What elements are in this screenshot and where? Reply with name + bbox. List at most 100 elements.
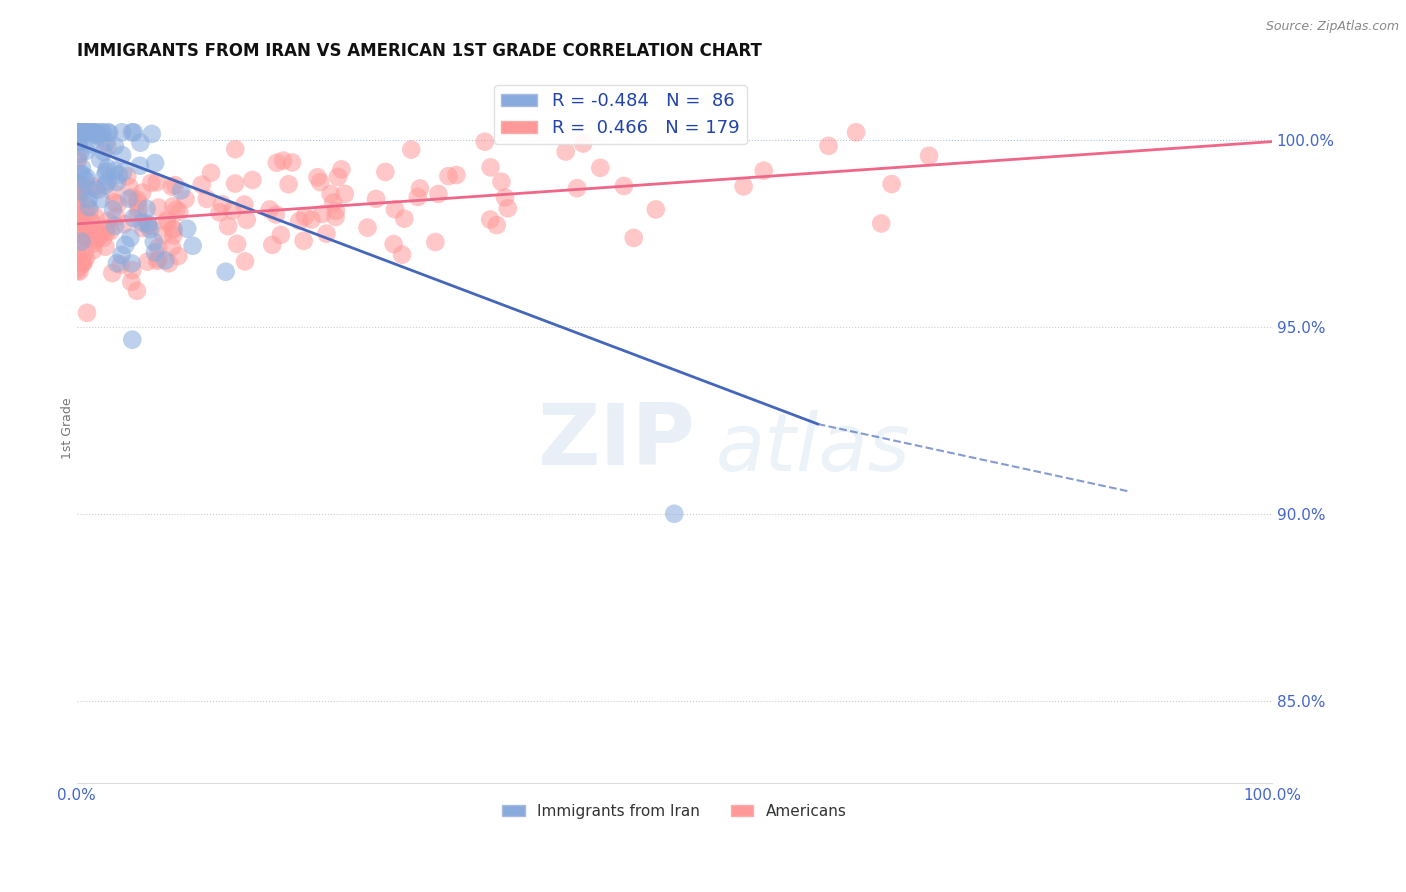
Point [67,125,90,139]
Point [181,238,204,252]
Point [114,238,136,252]
Point [292,234,315,248]
Point [82,244,104,258]
Point [664,507,686,521]
Point [87,129,110,144]
Text: IMMIGRANTS FROM IRAN VS AMERICAN 1ST GRADE CORRELATION CHART: IMMIGRANTS FROM IRAN VS AMERICAN 1ST GRA… [76,42,762,60]
Point [384,202,406,217]
Point [176,221,198,235]
Point [104,219,127,233]
Point [170,183,193,197]
Point [160,179,183,194]
Point [322,195,344,210]
Point [262,238,284,252]
Legend: Immigrants from Iran, Americans: Immigrants from Iran, Americans [496,798,852,825]
Point [66,153,89,168]
Point [146,241,169,255]
Point [127,207,149,221]
Point [86,183,108,197]
Point [491,175,513,189]
Point [97,214,120,228]
Point [264,207,287,221]
Point [309,175,332,189]
Point [845,125,868,139]
Point [565,181,588,195]
Point [66,211,89,226]
Point [129,159,152,173]
Point [156,213,179,227]
Point [86,232,108,246]
Point [128,202,150,216]
Y-axis label: 1st Grade: 1st Grade [60,397,73,458]
Point [69,227,91,241]
Point [70,235,93,249]
Point [82,125,104,139]
Point [131,215,153,229]
Point [142,235,165,249]
Point [121,333,143,347]
Point [918,149,941,163]
Point [82,179,104,194]
Point [221,203,243,218]
Point [96,161,118,175]
Point [72,125,94,139]
Point [817,139,839,153]
Point [76,231,98,245]
Point [270,227,292,242]
Point [233,254,256,268]
Point [118,180,141,194]
Point [67,125,90,139]
Point [259,202,281,217]
Point [401,143,423,157]
Point [146,175,169,189]
Point [325,203,347,218]
Point [80,214,103,228]
Point [89,227,111,242]
Point [572,136,595,151]
Point [425,235,447,249]
Point [125,284,148,298]
Point [73,255,96,269]
Point [73,225,96,239]
Point [103,195,125,210]
Point [98,126,121,140]
Point [554,145,576,159]
Point [427,186,450,201]
Point [66,203,89,218]
Point [394,211,416,226]
Point [152,228,174,243]
Point [110,258,132,272]
Point [66,212,89,227]
Point [307,170,329,185]
Point [613,179,636,194]
Point [311,207,333,221]
Point [90,192,112,206]
Point [217,219,239,234]
Point [75,173,97,187]
Point [67,125,90,139]
Point [122,211,145,226]
Point [73,125,96,139]
Point [66,202,89,217]
Point [70,161,93,175]
Point [66,248,89,262]
Point [94,165,117,179]
Point [105,175,128,189]
Point [90,125,112,139]
Point [77,201,100,215]
Point [141,127,163,141]
Point [66,218,89,232]
Point [76,170,98,185]
Point [127,193,149,207]
Point [80,215,103,229]
Point [111,248,134,262]
Point [242,173,264,187]
Point [191,178,214,192]
Point [101,202,124,217]
Point [77,231,100,245]
Point [101,185,124,199]
Point [66,263,89,277]
Point [141,176,163,190]
Point [112,217,135,231]
Point [66,260,89,275]
